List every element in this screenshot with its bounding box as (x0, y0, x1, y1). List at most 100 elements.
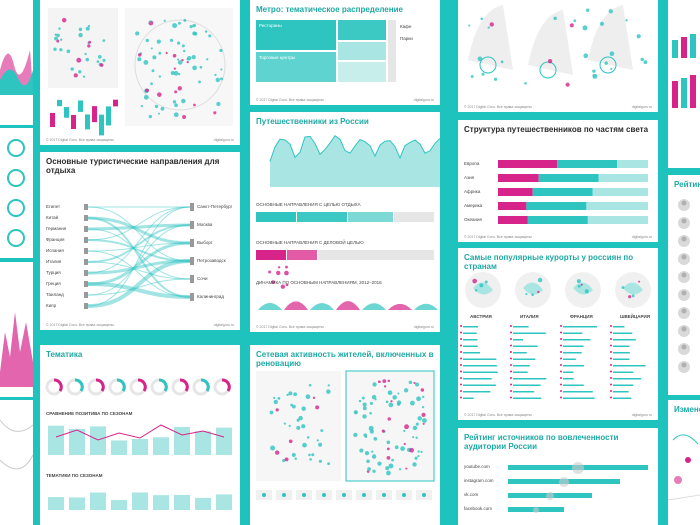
deco (369, 411, 372, 415)
deco (84, 215, 88, 221)
deco (297, 212, 347, 222)
deco (463, 345, 478, 347)
deco (397, 392, 400, 395)
deco (563, 397, 595, 399)
footer: © 2017 Digital Guru. Все права защищены (464, 235, 532, 239)
deco (286, 393, 289, 397)
deco (87, 216, 191, 245)
deco (84, 226, 88, 232)
origin-label: Испания (46, 248, 64, 253)
deco (85, 114, 90, 130)
deco (563, 391, 593, 393)
deco (563, 371, 574, 373)
deco (563, 352, 582, 354)
deco (190, 293, 194, 301)
deco (388, 463, 394, 469)
deco (400, 446, 405, 451)
deco (613, 332, 633, 334)
card-title: Рейтинг источников по вовлеченности ауди… (464, 433, 619, 451)
deco (563, 358, 576, 360)
deco (204, 30, 208, 33)
map-card: © 2017 Digital Guru. Все права защищены d… (458, 0, 658, 112)
deco (681, 308, 687, 314)
deco (160, 106, 165, 111)
deco (96, 60, 100, 63)
deco (54, 33, 57, 36)
deco (563, 384, 584, 386)
deco (190, 203, 194, 211)
deco (479, 283, 484, 288)
deco (463, 365, 497, 367)
deco (69, 497, 85, 510)
deco (282, 459, 286, 463)
deco (269, 410, 274, 415)
graphic (668, 434, 700, 501)
site-link: digitalguru.ru (213, 323, 234, 327)
deco (513, 326, 529, 328)
deco (150, 47, 153, 50)
deco (135, 31, 140, 36)
deco (213, 111, 217, 115)
deco (200, 378, 210, 392)
deco (345, 370, 435, 482)
section-title: СРАВНЕНИЕ ПОЗИТИВА ПО СЕЗОНАМ (46, 411, 133, 416)
deco (532, 188, 593, 196)
deco (613, 326, 625, 328)
deco (584, 289, 589, 294)
deco (613, 378, 642, 380)
deco (256, 250, 286, 260)
deco (282, 493, 286, 497)
deco (326, 389, 331, 394)
deco (463, 332, 477, 334)
deco (513, 352, 527, 354)
deco (283, 422, 286, 425)
deco (125, 8, 233, 126)
deco (150, 82, 153, 86)
deco (513, 332, 546, 334)
deco (172, 53, 177, 58)
graphic (256, 20, 396, 82)
deco (97, 55, 102, 59)
deco (592, 188, 648, 196)
deco (513, 371, 528, 373)
deco (294, 457, 298, 460)
deco (481, 72, 485, 76)
deco (302, 442, 307, 448)
deco (95, 378, 105, 392)
deco (681, 362, 687, 368)
region-label: Америка (464, 203, 483, 208)
deco (87, 259, 191, 275)
deco (470, 75, 474, 78)
deco (498, 202, 527, 210)
deco (420, 450, 423, 453)
deco (553, 16, 557, 21)
deco (318, 250, 434, 260)
deco (510, 390, 512, 392)
deco (84, 237, 88, 243)
deco (599, 21, 605, 26)
deco (531, 293, 534, 296)
deco (636, 34, 641, 39)
deco (308, 453, 311, 457)
deco (409, 447, 415, 453)
deco (610, 364, 612, 366)
deco (186, 60, 189, 64)
deco (181, 98, 186, 104)
deco (414, 303, 438, 310)
deco (256, 20, 336, 50)
deco (388, 402, 394, 408)
deco (583, 53, 589, 59)
deco (628, 295, 632, 299)
origin-label: Франция (46, 237, 65, 242)
deco (613, 358, 630, 360)
deco (403, 442, 406, 446)
deco (510, 331, 512, 334)
deco (78, 27, 83, 32)
deco (137, 378, 147, 392)
deco (414, 456, 418, 460)
deco (70, 67, 74, 71)
deco (386, 456, 391, 460)
deco (498, 216, 528, 224)
deco (111, 440, 127, 455)
deco (84, 52, 87, 56)
